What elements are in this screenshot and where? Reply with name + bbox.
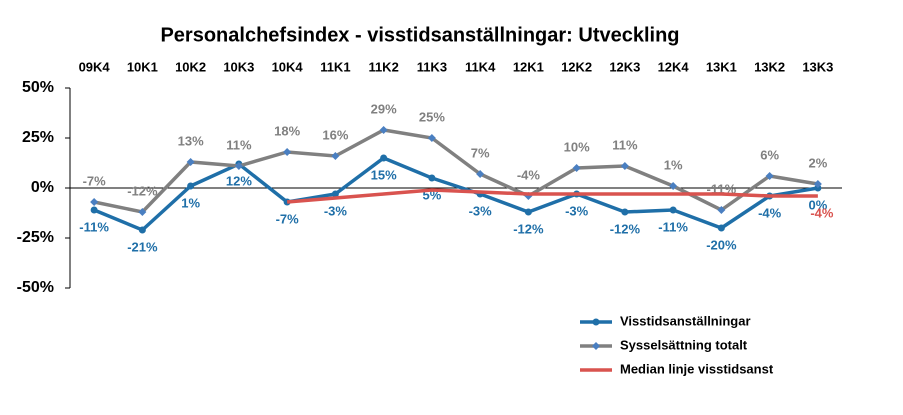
- data-label: -7%: [83, 173, 107, 188]
- legend-marker: [592, 342, 600, 350]
- point: [138, 226, 146, 234]
- data-label: 25%: [419, 109, 445, 124]
- data-label: -20%: [706, 237, 737, 252]
- point: [187, 182, 195, 190]
- data-label: 29%: [371, 101, 397, 116]
- data-label: 0%: [808, 197, 827, 212]
- data-label: 10%: [564, 139, 590, 154]
- data-label: 12%: [226, 173, 252, 188]
- series-line: [286, 188, 818, 204]
- x-tick-label: 10K1: [127, 59, 158, 74]
- point: [717, 224, 725, 232]
- data-label: 18%: [274, 123, 300, 138]
- x-tick-label: 11K4: [465, 59, 496, 74]
- data-label: -3%: [324, 203, 348, 218]
- y-tick-label: 50%: [22, 79, 54, 96]
- data-label: 2%: [808, 155, 827, 170]
- x-tick-label: 11K1: [320, 59, 350, 74]
- y-tick-label: -50%: [17, 279, 54, 296]
- data-label: 16%: [322, 127, 348, 142]
- point: [669, 182, 678, 190]
- point: [186, 158, 195, 166]
- point: [138, 208, 147, 216]
- data-label: 6%: [760, 147, 779, 162]
- point: [765, 172, 774, 180]
- point: [427, 134, 436, 142]
- point: [620, 162, 629, 170]
- data-label: -4%: [758, 205, 782, 220]
- data-label: -3%: [565, 203, 589, 218]
- x-tick-label: 10K4: [272, 59, 304, 74]
- point: [428, 174, 436, 182]
- data-label: -4%: [517, 167, 541, 182]
- point: [476, 170, 485, 178]
- data-label: 13%: [178, 133, 204, 148]
- series-line: [93, 156, 819, 233]
- point: [90, 206, 98, 214]
- legend-label: Visstidsanställningar: [620, 313, 751, 328]
- x-tick-label: 13K3: [802, 59, 833, 74]
- point: [283, 148, 292, 156]
- chart-title: Personalchefsindex - visstidsanställning…: [160, 24, 679, 46]
- data-label: -3%: [469, 203, 493, 218]
- data-label: -12%: [513, 221, 544, 236]
- point: [331, 190, 339, 198]
- data-label: -4%: [810, 205, 834, 220]
- x-tick-label: 10K2: [175, 59, 206, 74]
- data-label: 15%: [371, 167, 397, 182]
- y-tick-label: 0%: [31, 179, 54, 196]
- x-tick-label: 10K3: [223, 59, 254, 74]
- data-label: 1%: [181, 195, 200, 210]
- x-tick-label: 12K3: [609, 59, 640, 74]
- data-label: -21%: [127, 239, 158, 254]
- legend-label: Sysselsättning totalt: [620, 337, 748, 352]
- data-label: 11%: [226, 137, 252, 152]
- x-tick-label: 12K4: [658, 59, 690, 74]
- data-label: 7%: [471, 145, 490, 160]
- x-tick-label: 11K2: [368, 59, 398, 74]
- point: [379, 126, 388, 134]
- point: [717, 206, 726, 214]
- x-tick-label: 13K2: [754, 59, 785, 74]
- point: [813, 180, 822, 188]
- data-label: -11%: [658, 219, 688, 234]
- data-label: 1%: [664, 157, 683, 172]
- y-tick-label: 25%: [22, 129, 54, 146]
- series-line: [93, 128, 819, 214]
- x-tick-label: 12K2: [561, 59, 592, 74]
- point: [380, 154, 388, 162]
- x-tick-label: 09K4: [79, 59, 111, 74]
- data-label: -12%: [127, 183, 158, 198]
- point: [669, 206, 677, 214]
- legend-label: Median linje visstidsanst: [620, 361, 774, 376]
- point: [90, 198, 99, 206]
- x-tick-label: 13K1: [706, 59, 737, 74]
- point: [234, 162, 243, 170]
- data-label: 11%: [612, 137, 638, 152]
- point: [621, 208, 629, 216]
- legend-marker: [592, 318, 600, 326]
- data-label: -11%: [79, 219, 109, 234]
- y-tick-label: -25%: [17, 229, 54, 246]
- data-label: -7%: [276, 211, 300, 226]
- point: [524, 208, 532, 216]
- point: [331, 152, 340, 160]
- point: [572, 164, 581, 172]
- data-label: -12%: [610, 221, 641, 236]
- x-tick-label: 11K3: [417, 59, 447, 74]
- x-tick-label: 12K1: [513, 59, 544, 74]
